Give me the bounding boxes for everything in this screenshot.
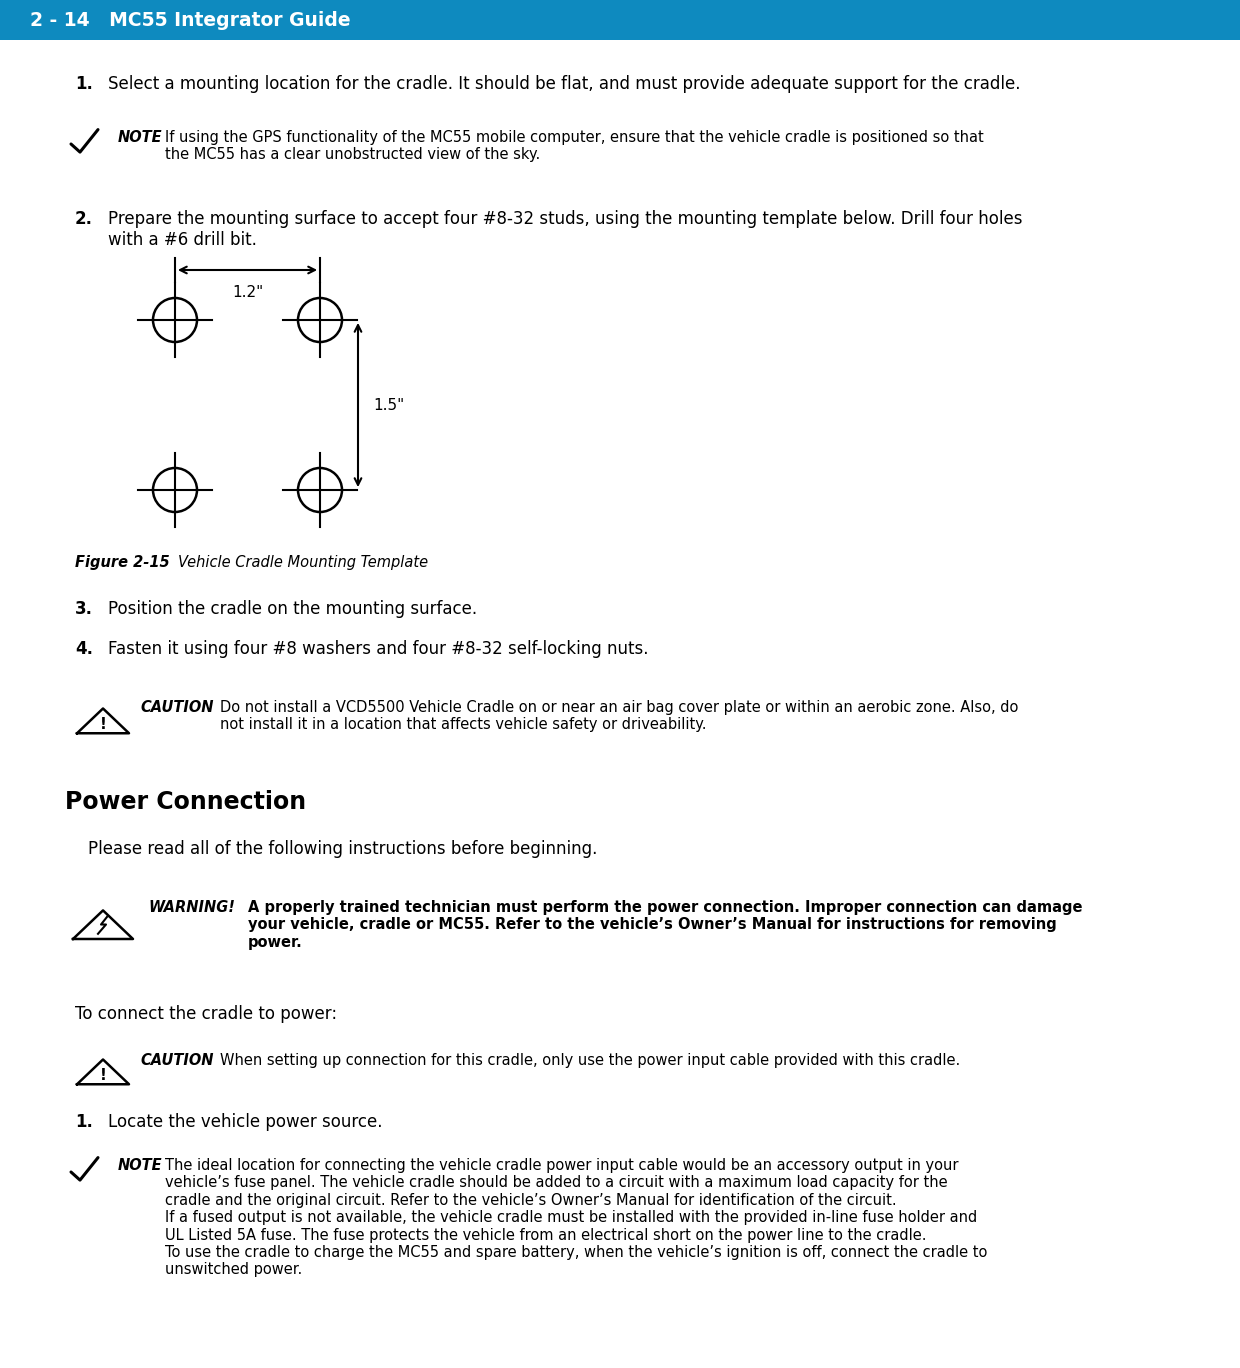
Text: NOTE: NOTE [118,130,162,145]
Bar [0,0,1240,40]
Text: 1.2": 1.2" [232,285,263,300]
Text: 4.: 4. [74,640,93,658]
Text: !: ! [99,1068,107,1082]
Text: 1.: 1. [74,75,93,93]
Text: Please read all of the following instructions before beginning.: Please read all of the following instruc… [88,840,598,858]
Text: Fasten it using four #8 washers and four #8-32 self-locking nuts.: Fasten it using four #8 washers and four… [108,640,649,658]
Text: CAUTION: CAUTION [140,700,213,715]
Text: 3.: 3. [74,601,93,618]
Text: CAUTION: CAUTION [140,1053,213,1068]
Text: Power Connection: Power Connection [64,789,306,814]
Text: 1.5": 1.5" [373,398,404,413]
Text: 2 - 14   MC55 Integrator Guide: 2 - 14 MC55 Integrator Guide [30,11,351,30]
Text: To connect the cradle to power:: To connect the cradle to power: [74,1005,337,1023]
Text: Prepare the mounting surface to accept four #8-32 studs, using the mounting temp: Prepare the mounting surface to accept f… [108,211,1023,249]
Text: NOTE: NOTE [118,1157,162,1172]
Text: Position the cradle on the mounting surface.: Position the cradle on the mounting surf… [108,601,477,618]
Text: 1.: 1. [74,1114,93,1131]
Text: Figure 2-15: Figure 2-15 [74,555,170,570]
Text: Vehicle Cradle Mounting Template: Vehicle Cradle Mounting Template [179,555,428,570]
Text: The ideal location for connecting the vehicle cradle power input cable would be : The ideal location for connecting the ve… [165,1157,987,1278]
Text: !: ! [99,717,107,732]
Text: If using the GPS functionality of the MC55 mobile computer, ensure that the vehi: If using the GPS functionality of the MC… [165,130,983,163]
Text: 2.: 2. [74,211,93,228]
Text: A properly trained technician must perform the power connection. Improper connec: A properly trained technician must perfo… [248,900,1083,949]
Text: WARNING!: WARNING! [148,900,234,915]
Text: When setting up connection for this cradle, only use the power input cable provi: When setting up connection for this crad… [219,1053,960,1068]
Text: Select a mounting location for the cradle. It should be flat, and must provide a: Select a mounting location for the cradl… [108,75,1021,93]
Text: Do not install a VCD5500 Vehicle Cradle on or near an air bag cover plate or wit: Do not install a VCD5500 Vehicle Cradle … [219,700,1018,732]
Text: Locate the vehicle power source.: Locate the vehicle power source. [108,1114,382,1131]
